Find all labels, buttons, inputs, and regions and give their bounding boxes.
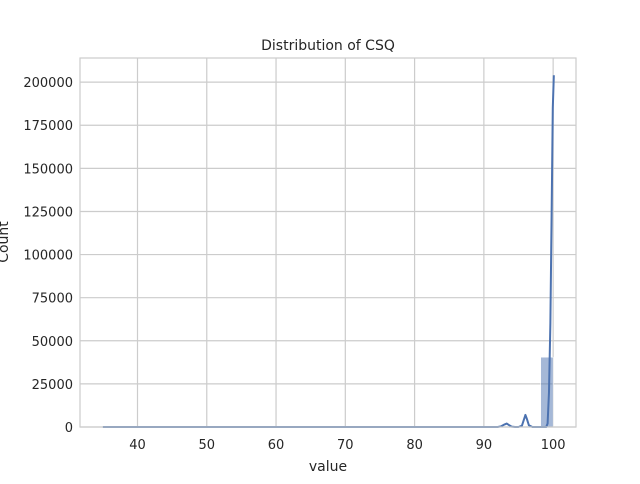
x-tick-label: 50: [198, 438, 215, 453]
y-tick-label: 100000: [23, 249, 73, 264]
x-tick-label: 40: [129, 438, 146, 453]
y-tick-label: 25000: [32, 378, 73, 393]
y-tick-label: 150000: [23, 162, 73, 177]
y-tick-label: 200000: [23, 76, 73, 91]
x-tick-label: 70: [337, 438, 354, 453]
plot-frame: [79, 57, 577, 428]
chart-title: Distribution of CSQ: [261, 38, 395, 54]
y-tick-label: 75000: [32, 292, 73, 307]
y-tick-labels: 0 25000 50000 75000 100000 125000 150000 175000…: [23, 76, 73, 436]
histogram-bars: [540, 356, 554, 428]
x-tick-label: 60: [268, 438, 285, 453]
y-tick-label: 50000: [32, 335, 73, 350]
x-axis-label: value: [309, 459, 347, 475]
y-tick-label: 175000: [23, 119, 73, 134]
x-tick-labels: 40 50 60 70 80 90 100: [129, 438, 565, 453]
x-tick-label: 80: [406, 438, 423, 453]
y-tick-label: 0: [65, 421, 73, 436]
x-tick-label: 90: [476, 438, 493, 453]
x-tick-label: 100: [541, 438, 566, 453]
y-tick-label: 125000: [23, 205, 73, 220]
histogram-bar: [540, 356, 554, 428]
y-axis-label: Count: [0, 221, 12, 263]
